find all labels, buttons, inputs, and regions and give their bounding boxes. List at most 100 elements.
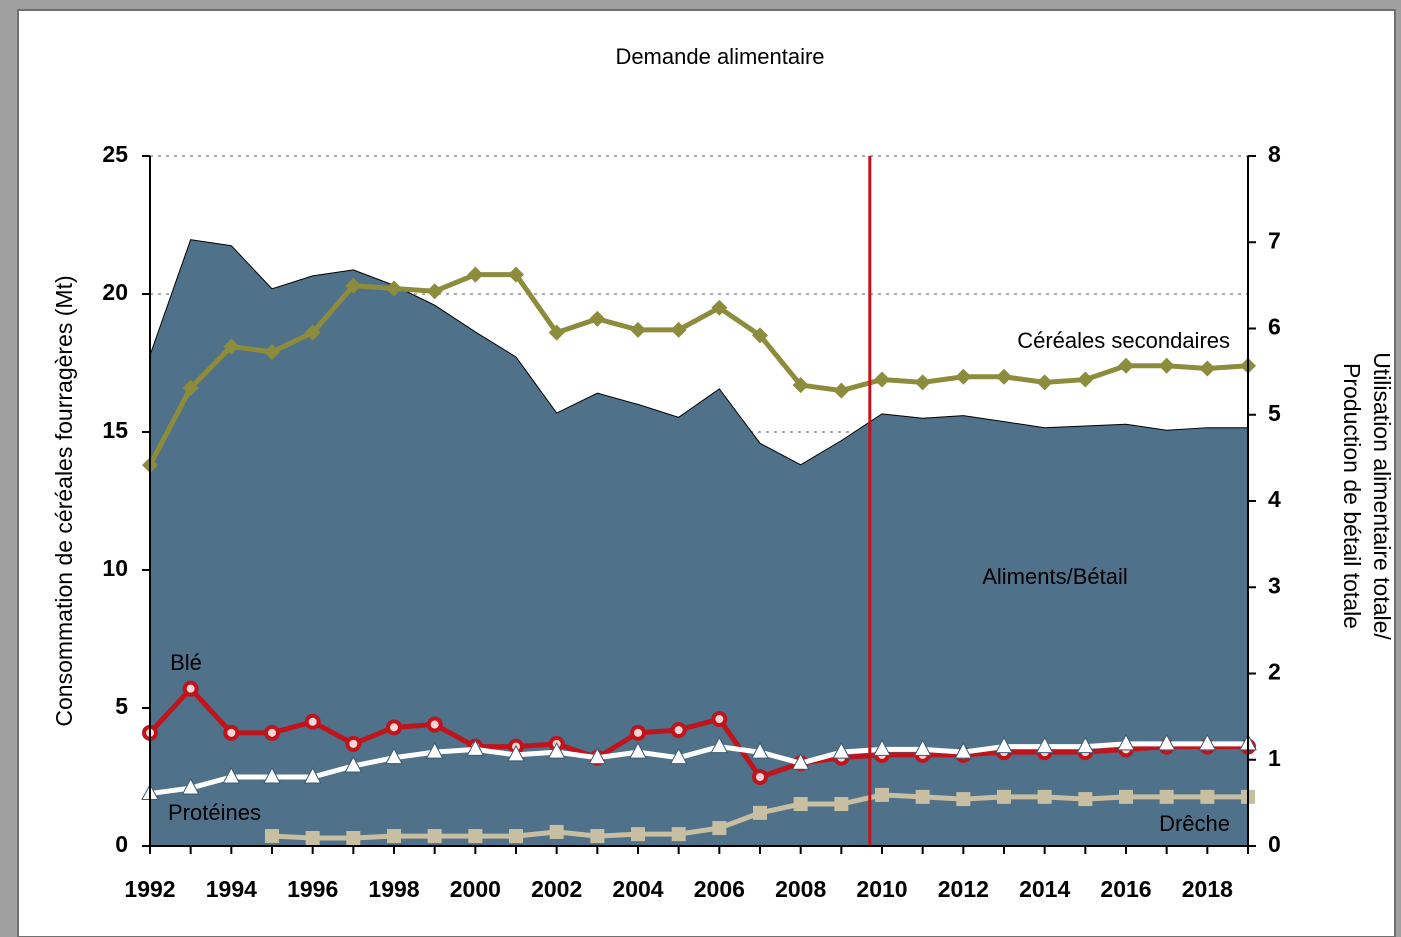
y2-tick-label: 6 xyxy=(1268,314,1281,340)
y-tick-label: 15 xyxy=(102,417,128,443)
line xyxy=(147,272,1249,467)
marker xyxy=(875,787,889,802)
x-tick-label: 2006 xyxy=(694,876,745,902)
marker xyxy=(997,789,1011,804)
marker xyxy=(874,371,890,388)
marker xyxy=(509,829,523,844)
series-label: Blé xyxy=(170,650,202,675)
x-tick-label: 2010 xyxy=(856,876,907,902)
y-tick-label: 20 xyxy=(102,279,128,305)
marker xyxy=(1077,371,1094,388)
marker xyxy=(954,742,973,759)
marker xyxy=(223,724,240,741)
marker xyxy=(549,824,564,839)
y2-tick-label: 7 xyxy=(1268,227,1281,253)
y-tick-label: 5 xyxy=(115,693,128,719)
marker xyxy=(1158,357,1175,374)
y2-tick-label: 1 xyxy=(1268,745,1281,771)
marker xyxy=(753,805,767,820)
marker xyxy=(1119,789,1133,804)
marker xyxy=(547,742,566,759)
marker xyxy=(630,724,646,741)
series-label: Aliments/Bétail xyxy=(982,564,1128,589)
marker xyxy=(222,766,241,784)
marker xyxy=(793,797,808,812)
y2-tick-label: 2 xyxy=(1268,659,1281,685)
marker xyxy=(915,789,930,804)
y-tick-label: 10 xyxy=(102,555,128,581)
marker xyxy=(182,379,199,396)
marker xyxy=(385,747,403,765)
marker xyxy=(1037,789,1052,804)
marker xyxy=(791,753,810,770)
marker xyxy=(182,680,199,697)
series-label: Protéines xyxy=(168,800,261,825)
marker xyxy=(833,382,850,399)
area xyxy=(149,239,1249,847)
marker xyxy=(711,711,728,728)
marker xyxy=(386,719,402,736)
y2-tick-label: 0 xyxy=(1268,831,1281,857)
marker xyxy=(304,713,321,730)
marker xyxy=(710,736,729,754)
marker xyxy=(466,739,485,756)
line xyxy=(149,741,1248,797)
x-tick-label: 2016 xyxy=(1100,876,1151,902)
marker xyxy=(629,742,647,759)
marker xyxy=(670,321,687,338)
marker xyxy=(711,299,728,316)
marker xyxy=(223,338,240,355)
marker xyxy=(995,736,1013,754)
marker xyxy=(1117,733,1135,751)
y2-axis-label: Production de bétail totale xyxy=(1339,363,1365,629)
marker xyxy=(1198,733,1217,751)
marker xyxy=(712,821,727,836)
marker xyxy=(956,792,971,807)
marker xyxy=(468,829,483,844)
marker xyxy=(427,829,442,844)
marker xyxy=(589,310,606,327)
x-tick-label: 2014 xyxy=(1019,876,1070,902)
marker xyxy=(914,374,931,391)
marker xyxy=(1200,789,1215,804)
marker xyxy=(671,827,686,842)
x-tick-label: 2002 xyxy=(531,876,582,902)
marker xyxy=(670,722,687,739)
chart-title: Demande alimentaire xyxy=(615,44,824,69)
marker xyxy=(590,829,605,844)
marker xyxy=(832,742,851,759)
marker xyxy=(913,739,932,756)
marker xyxy=(792,377,809,394)
marker xyxy=(426,283,443,300)
y2-tick-label: 3 xyxy=(1268,572,1281,598)
marker xyxy=(1035,736,1054,754)
marker xyxy=(426,716,443,733)
marker xyxy=(873,739,891,756)
marker xyxy=(669,747,688,765)
marker xyxy=(467,266,484,283)
marker xyxy=(386,280,402,297)
marker xyxy=(181,777,200,795)
y2-tick-label: 5 xyxy=(1268,400,1281,426)
marker xyxy=(1159,789,1174,804)
marker xyxy=(1076,736,1095,754)
marker xyxy=(752,327,768,344)
y2-axis-label: Utilisation alimentaire totale/ xyxy=(1369,352,1395,640)
x-tick-label: 1994 xyxy=(206,876,257,902)
marker xyxy=(305,830,320,845)
marker xyxy=(507,744,525,762)
x-tick-label: 2004 xyxy=(612,876,663,902)
marker xyxy=(1036,374,1053,391)
marker xyxy=(344,755,363,773)
marker xyxy=(345,735,362,752)
marker xyxy=(996,368,1012,385)
marker xyxy=(834,797,849,812)
y2-tick-label: 4 xyxy=(1268,486,1281,512)
marker xyxy=(508,266,524,283)
marker xyxy=(1199,360,1216,377)
x-tick-label: 1996 xyxy=(287,876,338,902)
x-tick-label: 2012 xyxy=(938,876,989,902)
marker xyxy=(1078,792,1093,807)
x-tick-label: 1998 xyxy=(368,876,419,902)
